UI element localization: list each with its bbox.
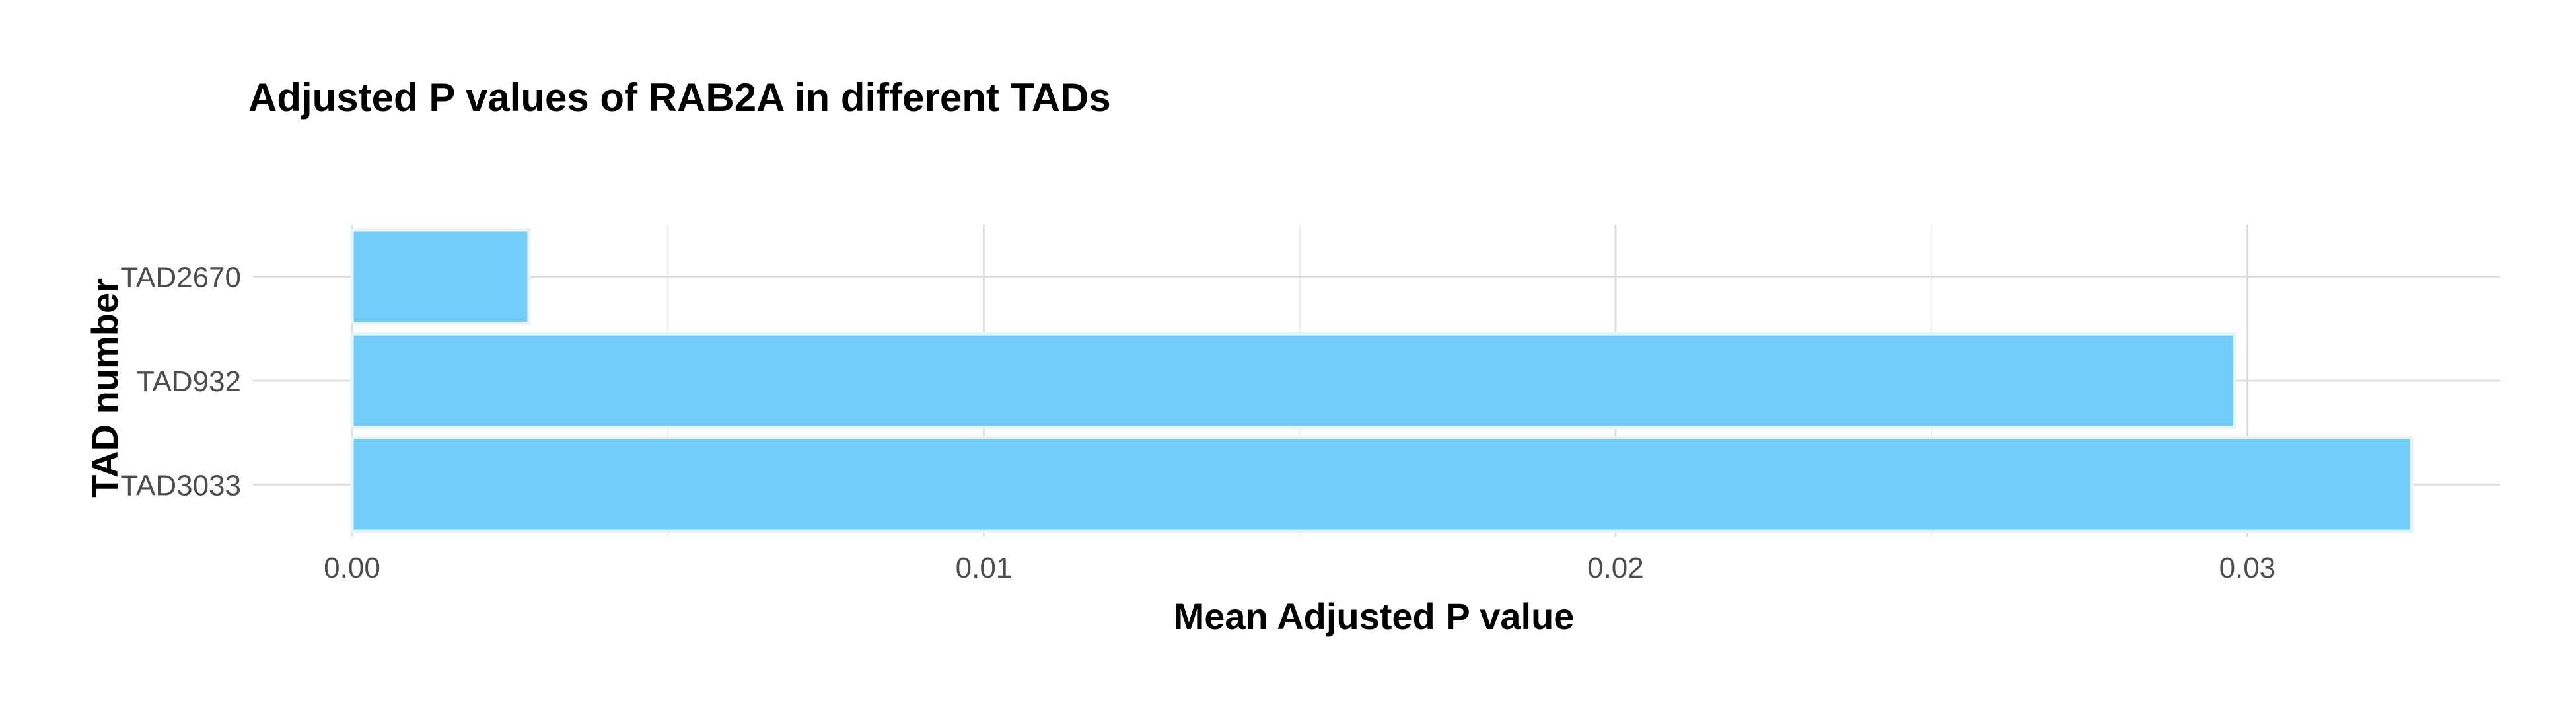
y-tick-label: TAD3033 (120, 469, 241, 502)
x-tick-label: 0.00 (324, 552, 380, 584)
bar-tad3033 (350, 436, 2414, 533)
x-tick-label: 0.02 (1587, 552, 1644, 584)
bar-tad932 (350, 332, 2236, 430)
y-tick-label: TAD932 (137, 365, 241, 398)
tick-layer: TAD2670 TAD932 TAD3033 0.00 0.01 0.02 0.03 (120, 262, 2275, 584)
y-tick-label: TAD2670 (120, 262, 241, 294)
y-axis-title: TAD number (84, 278, 125, 498)
x-tick-label: 0.01 (956, 552, 1013, 584)
x-axis-title: Mean Adjusted P value (1174, 595, 1575, 637)
x-tick-label: 0.03 (2219, 552, 2276, 584)
bar-layer (350, 228, 2414, 533)
chart-title: Adjusted P values of RAB2A in different … (248, 75, 1111, 120)
bar-tad2670 (350, 228, 531, 325)
